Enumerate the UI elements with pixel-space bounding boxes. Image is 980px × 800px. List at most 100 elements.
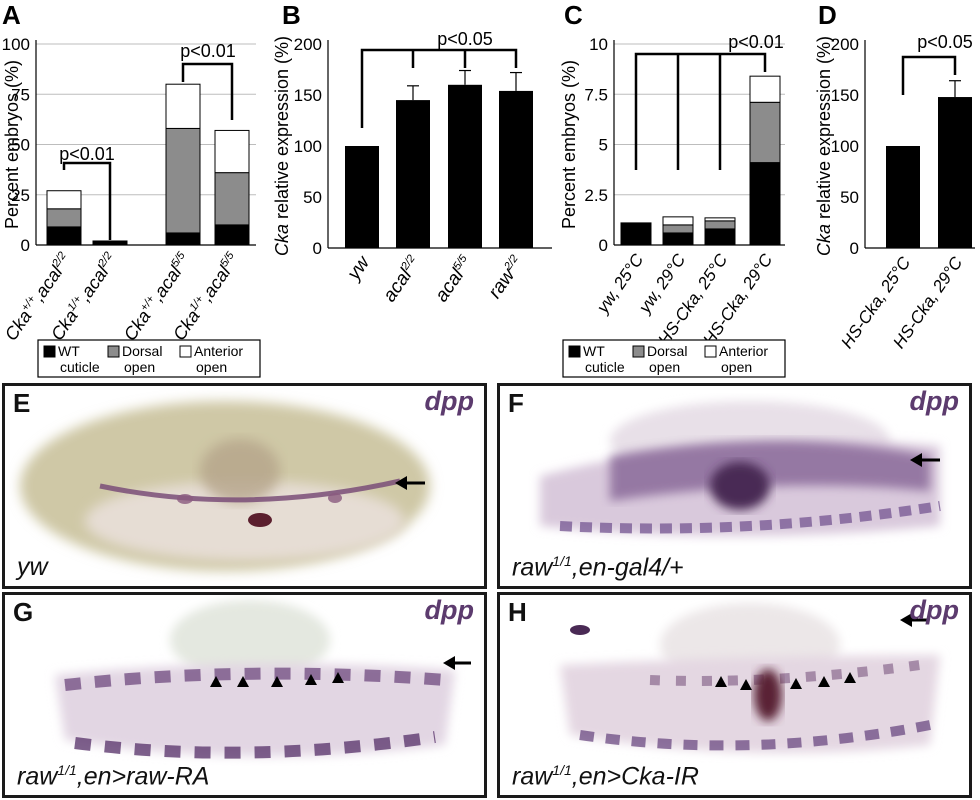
y-tick-label: 0 xyxy=(599,236,608,255)
x-tick-label: acal2/2 xyxy=(379,253,425,306)
y-tick-label: 10 xyxy=(589,35,608,54)
bar xyxy=(448,84,482,248)
significance-bracket xyxy=(181,62,234,120)
y-tick-label: 150 xyxy=(831,86,859,105)
x-tick-label: yw xyxy=(342,252,374,286)
image-panel-e: E dpp yw xyxy=(2,383,487,589)
bar xyxy=(345,146,379,248)
bar-segment xyxy=(749,75,781,103)
genotype-label-e: yw xyxy=(17,553,48,581)
bar-segment xyxy=(165,83,201,129)
bar xyxy=(499,90,533,248)
bar-segment xyxy=(704,217,736,222)
genotype-label-h: raw1/1,en>Cka-IR xyxy=(512,761,699,790)
y-tick-label: 7.5 xyxy=(584,85,608,104)
panel-letter-h: H xyxy=(508,597,527,627)
bar-segment xyxy=(214,129,250,174)
bar xyxy=(396,100,430,248)
y-tick-label: 100 xyxy=(294,137,322,156)
y-axis-label: Cka relative expression (%) xyxy=(272,36,292,256)
bar-segment xyxy=(46,190,82,210)
bar-segment xyxy=(46,208,82,228)
legend-label: WT xyxy=(583,343,605,359)
legend-swatch xyxy=(632,345,645,358)
bar xyxy=(938,97,972,248)
y-tick-label: 200 xyxy=(831,35,859,54)
genotype-label-g: raw1/1,en>raw-RA xyxy=(17,761,210,790)
y-tick-label: 100 xyxy=(831,137,859,156)
panel-letter-f: F xyxy=(508,388,524,418)
legend-label: Dorsal xyxy=(122,343,162,359)
legend-label: open xyxy=(649,359,680,375)
y-tick-label: 2.5 xyxy=(584,186,608,205)
embryo-illustration-g xyxy=(55,600,471,759)
legend-swatch xyxy=(704,345,717,358)
y-tick-label: 50 xyxy=(303,188,322,207)
genotype-label-f: raw1/1,en-gal4/+ xyxy=(512,552,684,581)
y-tick-label: 0 xyxy=(21,236,30,255)
image-panel-g: G dpp raw1/1,en>raw-RA xyxy=(2,592,487,798)
bar-segment xyxy=(46,226,82,246)
panel-letter-g: G xyxy=(13,597,34,627)
y-axis-label: Percent embryos (%) xyxy=(2,60,22,229)
legend-label: cuticle xyxy=(60,359,100,375)
gene-label-f: dpp xyxy=(909,386,959,416)
bar-segment xyxy=(165,232,201,246)
bar-segment xyxy=(214,172,250,226)
legend-label: open xyxy=(124,359,155,375)
legend-label: Anterior xyxy=(719,343,768,359)
legend-box xyxy=(37,339,261,378)
bar-segment xyxy=(92,240,128,246)
bar-segment xyxy=(662,224,694,234)
embryo-illustration-f xyxy=(540,401,941,536)
image-panel-f: F dpp raw1/1,en-gal4/+ xyxy=(497,383,972,589)
legend-label: open xyxy=(196,359,227,375)
y-axis-label: Cka relative expression (%) xyxy=(814,36,834,256)
y-tick-label: 0 xyxy=(313,239,322,258)
legend-swatch xyxy=(568,345,581,358)
significance-bracket xyxy=(360,48,518,128)
legend-label: Dorsal xyxy=(647,343,687,359)
bar-segment xyxy=(704,220,736,230)
legend-label: WT xyxy=(58,343,80,359)
y-tick-label: 75 xyxy=(11,85,30,104)
legend-label: Anterior xyxy=(194,343,243,359)
y-tick-label: 50 xyxy=(840,188,859,207)
bar-segment xyxy=(620,222,652,246)
bar-segment xyxy=(704,228,736,246)
y-tick-label: 200 xyxy=(294,35,322,54)
y-tick-label: 100 xyxy=(2,35,30,54)
legend-swatch xyxy=(107,345,120,358)
bar-segment xyxy=(749,101,781,164)
bar-segment xyxy=(214,224,250,246)
legend-label: open xyxy=(721,359,752,375)
panel-letter-d: D xyxy=(818,0,837,30)
bar-segment xyxy=(662,216,694,226)
panel-letter-c: C xyxy=(564,0,583,30)
bar-segment xyxy=(165,127,201,234)
y-tick-label: 50 xyxy=(11,136,30,155)
legend-box xyxy=(562,339,786,378)
p-value-label: p<0.01 xyxy=(728,32,784,52)
embryo-illustration-h xyxy=(560,603,940,753)
p-value-label: p<0.05 xyxy=(437,29,493,49)
y-tick-label: 0 xyxy=(850,239,859,258)
panel-letter-e: E xyxy=(13,388,31,418)
bar-segment xyxy=(662,232,694,246)
p-value-label: p<0.05 xyxy=(917,32,973,52)
x-tick-label: acal5/5 xyxy=(431,252,477,306)
significance-bracket xyxy=(62,161,112,240)
y-tick-label: 25 xyxy=(11,186,30,205)
panel-letter-b: B xyxy=(282,0,301,30)
bar xyxy=(886,146,920,248)
y-tick-label: 5 xyxy=(599,136,608,155)
embryo-illustration-e xyxy=(20,401,430,571)
y-tick-label: 150 xyxy=(294,86,322,105)
significance-bracket xyxy=(634,52,767,170)
p-value-label: p<0.01 xyxy=(180,41,236,61)
image-panel-h: H dpp raw1/1,en>Cka-IR xyxy=(497,592,972,798)
p-value-label: p<0.01 xyxy=(59,144,115,164)
gene-label-h: dpp xyxy=(909,595,959,625)
legend-label: cuticle xyxy=(585,359,625,375)
